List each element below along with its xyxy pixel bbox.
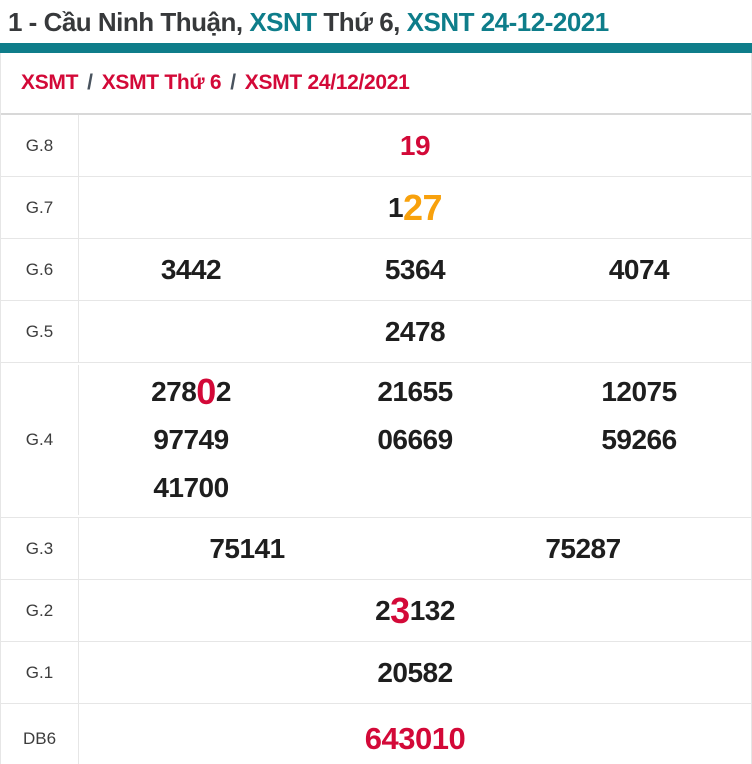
prize-values: 27802 21655 12075 97749 06669 59266 41700 xyxy=(79,365,751,515)
digit-text: 2478 xyxy=(384,315,446,347)
prize-row-g4: G.4 27802 21655 12075 97749 06669 59266 41700 xyxy=(1,363,751,518)
prize-label: G.4 xyxy=(1,365,79,515)
prize-row-g2: G.2 23132 xyxy=(1,580,751,642)
prize-label: G.6 xyxy=(1,239,79,300)
breadcrumb-item[interactable]: XSMT xyxy=(21,71,79,94)
prize-row-g5: G.5 2478 xyxy=(1,301,751,363)
prize-row-g7: G.7 127 xyxy=(1,177,751,239)
prize-label: G.8 xyxy=(1,115,79,176)
prize-number: 19 xyxy=(79,122,751,170)
prize-values: 3442 5364 4074 xyxy=(79,239,751,300)
prize-row-g8: G.8 19 xyxy=(1,115,751,177)
title-link[interactable]: XSNT xyxy=(249,7,317,37)
prize-label: G.5 xyxy=(1,301,79,362)
breadcrumb: XSMT / XSMT Thứ 6 / XSMT 24/12/2021 xyxy=(1,53,751,115)
title-text: 1 - Cầu Ninh Thuận, xyxy=(8,7,250,37)
digit-text: 2 xyxy=(375,594,391,626)
breadcrumb-item[interactable]: XSMT 24/12/2021 xyxy=(244,71,410,94)
prize-number: 06669 xyxy=(303,416,527,464)
digit-highlight: 27 xyxy=(403,186,443,228)
digit-text: 21655 xyxy=(377,376,453,407)
prize-label: G.1 xyxy=(1,642,79,703)
digit-highlight: 19 xyxy=(399,129,431,161)
prize-number: 643010 xyxy=(79,715,751,763)
digit-text: 12075 xyxy=(601,376,677,407)
digit-text: 97749 xyxy=(153,424,229,455)
prize-number: 5364 xyxy=(303,246,527,294)
title-text: Thứ 6, xyxy=(316,7,407,37)
prize-values: 643010 xyxy=(79,704,751,764)
prize-number: 4074 xyxy=(527,246,751,294)
digit-text: 75141 xyxy=(209,532,285,564)
prize-row-g6: G.6 3442 5364 4074 xyxy=(1,239,751,301)
breadcrumb-item[interactable]: XSMT Thứ 6 xyxy=(101,71,222,94)
prize-values: 23132 xyxy=(79,580,751,641)
prize-label: DB6 xyxy=(1,704,79,764)
digit-text: 75287 xyxy=(545,532,621,564)
prize-number: 2478 xyxy=(79,308,751,356)
prize-number: 75141 xyxy=(79,525,415,573)
results-table: G.8 19 G.7 127 G.6 3442 5364 4074 G.5 2478 G.4 2780… xyxy=(1,115,751,764)
digit-text: 41700 xyxy=(153,472,229,503)
digit-highlight: 643010 xyxy=(364,721,466,756)
prize-number: 75287 xyxy=(415,525,751,573)
prize-row-db6: DB6 643010 xyxy=(1,704,751,764)
digit-text: 3442 xyxy=(160,253,222,285)
breadcrumb-separator: / xyxy=(230,71,236,94)
prize-values: 75141 75287 xyxy=(79,518,751,579)
prize-number: 21655 xyxy=(303,368,527,416)
digit-text: 5364 xyxy=(384,253,446,285)
digit-text: 132 xyxy=(409,594,456,626)
prize-number: 127 xyxy=(79,184,751,232)
digit-text: 1 xyxy=(387,191,404,223)
digit-highlight: 0 xyxy=(196,371,216,412)
prize-label: G.7 xyxy=(1,177,79,238)
prize-number: 23132 xyxy=(79,587,751,635)
digit-highlight: 3 xyxy=(390,589,410,631)
prize-number: 97749 xyxy=(79,416,303,464)
prize-values: 127 xyxy=(79,177,751,238)
breadcrumb-separator: / xyxy=(87,71,93,94)
prize-number: 41700 xyxy=(79,464,303,512)
digit-text: 59266 xyxy=(601,424,677,455)
results-panel: XSMT / XSMT Thứ 6 / XSMT 24/12/2021 G.8 19 G.7… xyxy=(0,53,752,764)
prize-row-g1: G.1 20582 xyxy=(1,642,751,704)
digit-text: 4074 xyxy=(608,253,670,285)
prize-label: G.3 xyxy=(1,518,79,579)
page-title: 1 - Cầu Ninh Thuận, XSNT Thứ 6, XSNT 24-… xyxy=(0,0,752,43)
prize-number: 3442 xyxy=(79,246,303,294)
prize-number: 59266 xyxy=(527,416,751,464)
digit-text: 278 xyxy=(151,376,197,407)
prize-values: 2478 xyxy=(79,301,751,362)
digit-text: 2 xyxy=(215,376,232,407)
prize-number: 12075 xyxy=(527,368,751,416)
prize-number: 20582 xyxy=(79,649,751,697)
title-link[interactable]: XSNT 24-12-2021 xyxy=(406,7,610,37)
prize-label: G.2 xyxy=(1,580,79,641)
prize-values: 19 xyxy=(79,115,751,176)
accent-bar xyxy=(0,43,752,53)
digit-text: 20582 xyxy=(377,656,453,688)
prize-number: 27802 xyxy=(79,368,303,416)
prize-values: 20582 xyxy=(79,642,751,703)
prize-row-g3: G.3 75141 75287 xyxy=(1,518,751,580)
digit-text: 06669 xyxy=(377,424,453,455)
